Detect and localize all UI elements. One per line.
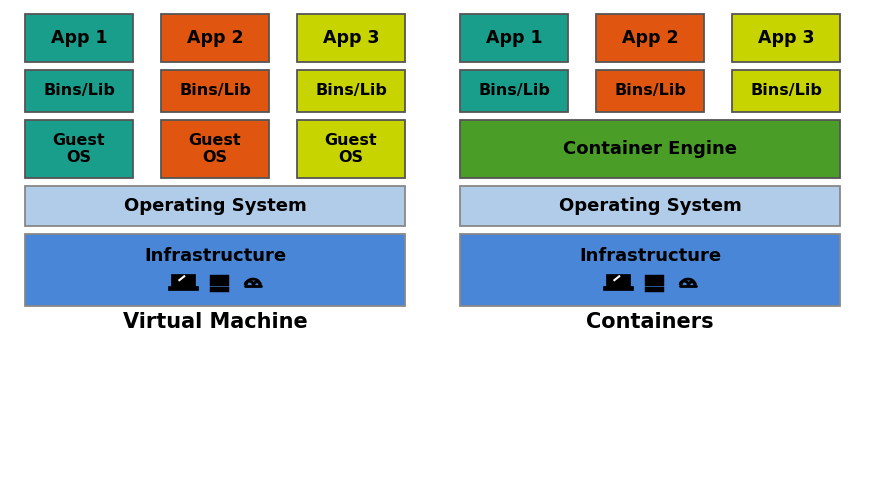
Circle shape [659, 288, 662, 290]
Text: Infrastructure: Infrastructure [144, 247, 286, 265]
Bar [25, 186, 405, 226]
Bar [161, 120, 269, 178]
Text: Container Engine: Container Engine [563, 140, 737, 158]
Bar [460, 234, 840, 306]
Bar [297, 70, 405, 112]
Bar [460, 14, 568, 62]
Bar [732, 70, 840, 112]
Bar [460, 120, 840, 178]
Bar [25, 234, 405, 306]
Text: Bins/Lib: Bins/Lib [315, 83, 387, 98]
Bar [596, 70, 704, 112]
Text: App 2: App 2 [187, 29, 243, 47]
Bar [644, 281, 664, 286]
Bar [297, 14, 405, 62]
Bar [606, 274, 630, 285]
Text: Bins/Lib: Bins/Lib [43, 83, 115, 98]
Text: Infrastructure: Infrastructure [578, 247, 721, 265]
Bar [209, 281, 229, 286]
Bar [460, 70, 568, 112]
Text: Guest
OS: Guest OS [325, 133, 377, 165]
Bar [167, 285, 198, 290]
Text: App 2: App 2 [622, 29, 678, 47]
Text: Bins/Lib: Bins/Lib [478, 83, 550, 98]
Text: Guest
OS: Guest OS [189, 133, 241, 165]
Circle shape [224, 282, 227, 285]
Circle shape [659, 282, 662, 285]
Bar [297, 120, 405, 178]
Text: App 1: App 1 [51, 29, 108, 47]
Circle shape [659, 277, 662, 279]
Bar [460, 186, 840, 226]
Bar [161, 70, 269, 112]
Bar [25, 120, 133, 178]
Bar [596, 14, 704, 62]
Text: Bins/Lib: Bins/Lib [179, 83, 251, 98]
Bar [209, 275, 229, 281]
Bar [25, 70, 133, 112]
Circle shape [224, 288, 227, 290]
Bar [644, 286, 664, 292]
Text: Operating System: Operating System [559, 197, 741, 215]
Text: App 3: App 3 [757, 29, 814, 47]
Bar [732, 14, 840, 62]
Text: App 1: App 1 [486, 29, 542, 47]
Text: Containers: Containers [587, 312, 714, 332]
Bar [161, 14, 269, 62]
Circle shape [224, 277, 227, 279]
Text: App 3: App 3 [323, 29, 379, 47]
Text: Operating System: Operating System [124, 197, 306, 215]
Bar [603, 285, 634, 290]
Bar [171, 274, 195, 285]
Text: Guest
OS: Guest OS [53, 133, 105, 165]
Text: Bins/Lib: Bins/Lib [750, 83, 822, 98]
Bar [644, 275, 664, 281]
Bar [209, 286, 229, 292]
Text: Bins/Lib: Bins/Lib [614, 83, 686, 98]
Text: Virtual Machine: Virtual Machine [123, 312, 307, 332]
Bar [25, 14, 133, 62]
